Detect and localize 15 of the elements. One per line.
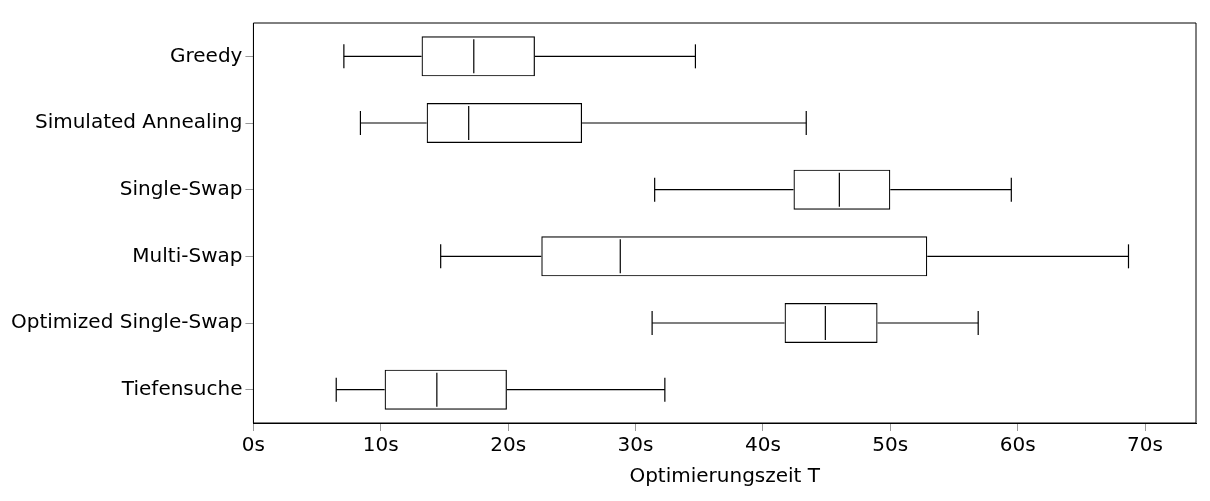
x-tick-label: 10s (362, 432, 399, 457)
y-tick-label: Optimized Single-Swap (11, 309, 243, 334)
y-tick-label: Simulated Annealing (34, 109, 243, 134)
x-tick-label: 50s (872, 432, 909, 457)
x-tick-label: 70s (1127, 432, 1163, 457)
y-tick-label: Multi-Swap (132, 242, 243, 267)
y-tick-label: Single-Swap (119, 175, 243, 200)
x-tick-label: 0s (241, 432, 266, 457)
x-tick-label: 40s (744, 432, 781, 457)
y-tick-label: Tiefensuche (120, 375, 243, 400)
x-tick-label: 30s (617, 432, 654, 457)
x-axis-title: Optimierungszeit T (629, 463, 821, 488)
x-tick-label: 60s (999, 432, 1036, 457)
y-tick-label: Greedy (170, 42, 243, 67)
x-tick-label: 20s (490, 432, 527, 457)
